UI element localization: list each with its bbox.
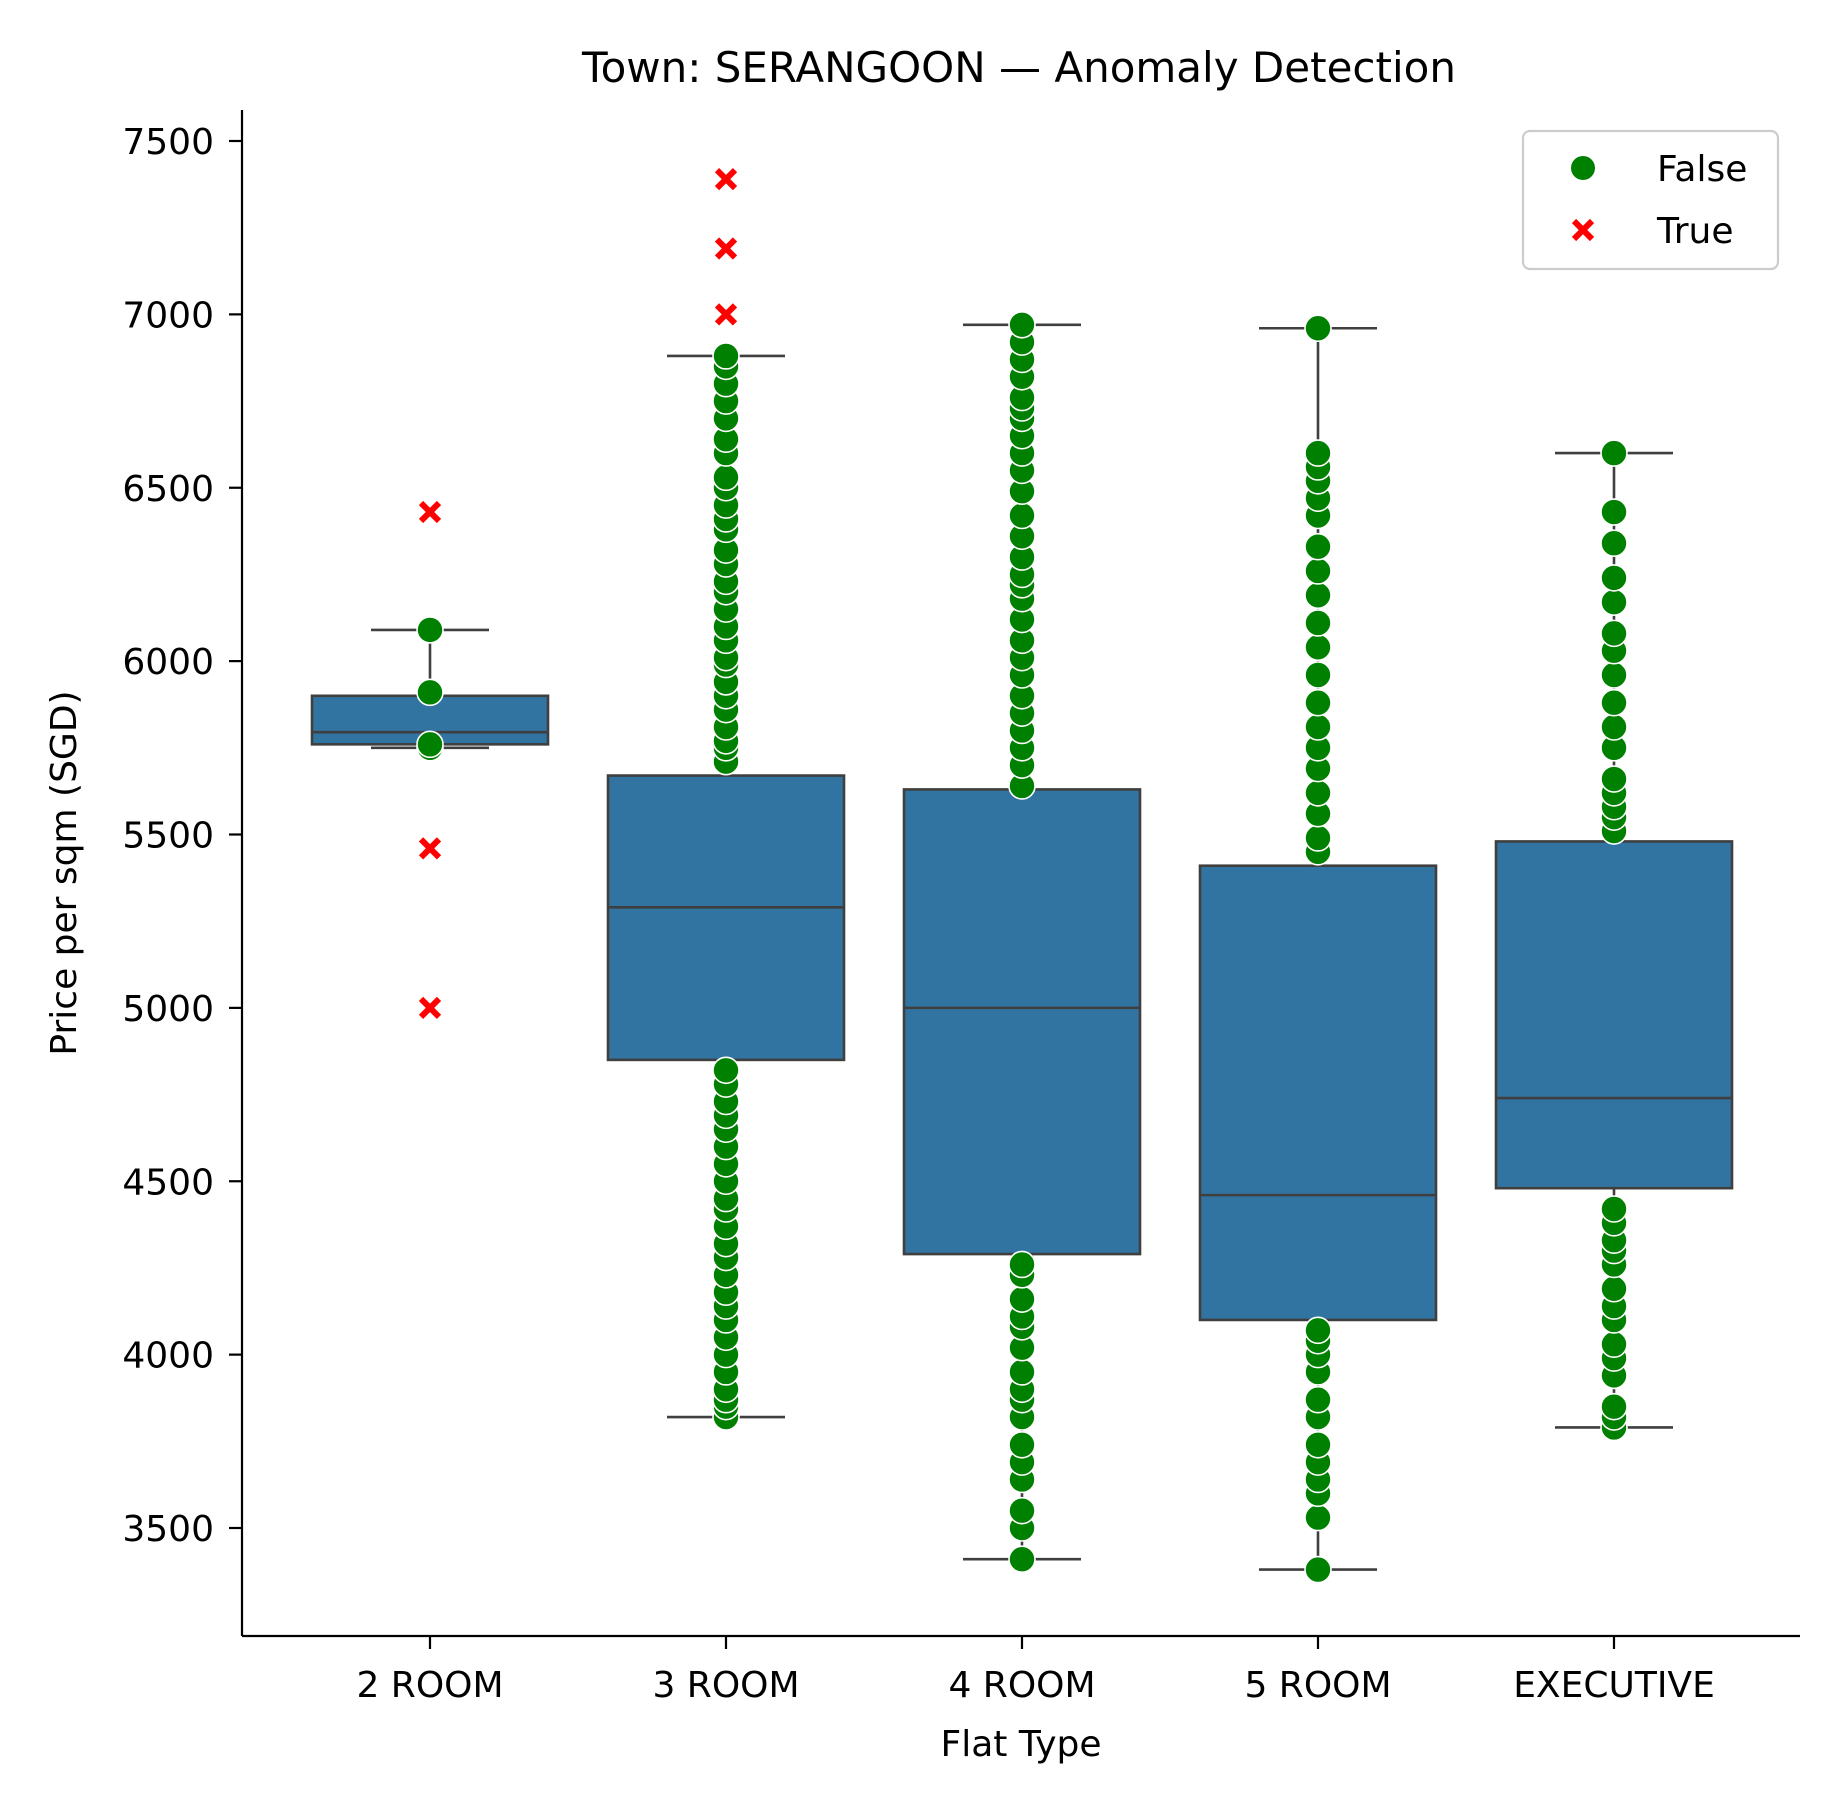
normal-point [1304,1385,1332,1414]
x-tick-label: 3 ROOM [652,1665,799,1706]
y-tick-label: 3500 [122,1509,214,1550]
y-tick-label: 5000 [122,989,214,1030]
legend-marker-true [1571,218,1595,242]
legend-marker-false [1571,156,1595,180]
box-5-room [1198,326,1438,1571]
normal-point [1304,688,1332,717]
y-tick-label: 4000 [122,1336,214,1377]
normal-point [416,616,444,644]
x-tick-label: 4 ROOM [948,1665,1095,1706]
normal-point [1008,1496,1036,1525]
normal-point [1600,713,1628,741]
normal-point [1008,1285,1036,1313]
y-tick-label: 7000 [122,295,214,336]
normal-point [1304,1555,1332,1584]
normal-point [1304,581,1332,610]
normal-point [1304,824,1332,852]
normal-point [1304,1503,1332,1532]
normal-point [416,730,444,759]
normal-point [1600,439,1628,467]
anomaly-point [418,996,442,1019]
chart-title: Town: SERANGOON — Anomaly Detection [581,43,1456,92]
normal-point [1304,1430,1332,1459]
normal-point [1304,661,1332,689]
normal-point [1600,688,1628,717]
normal-point [712,463,740,492]
y-axis-label: Price per sqm (SGD) [44,690,85,1055]
normal-point [1304,557,1332,585]
y-tick-label: 5500 [122,816,214,857]
legend: False True [1521,129,1780,271]
box-4-room [902,323,1142,1561]
normal-point [1600,1330,1628,1359]
legend-label-false: False [1657,149,1747,190]
anomaly-point [714,237,738,260]
y-tick-label: 4500 [122,1162,214,1203]
normal-point [1304,609,1332,637]
x-tick-label: 5 ROOM [1244,1665,1391,1706]
normal-point [712,342,740,370]
box-iqr [1198,864,1438,1322]
normal-point [1600,661,1628,689]
anomaly-point [418,500,442,524]
normal-point [1008,1430,1036,1459]
normal-point [712,1056,740,1085]
normal-point [1304,779,1332,807]
normal-point [1304,633,1332,662]
normal-point [1600,498,1628,526]
normal-point [1008,501,1036,530]
normal-point [1304,532,1332,561]
y-ticks: 3500 4000 4500 5000 5500 6000 6500 7000 7500 [122,122,242,1550]
box-iqr [606,774,846,1062]
normal-point [1600,619,1628,648]
anomaly-point [418,837,442,860]
box-iqr [1494,840,1734,1190]
x-ticks: 2 ROOM 3 ROOM 4 ROOM 5 ROOM EXECUTIVE [356,1636,1715,1706]
normal-point [416,678,444,707]
normal-point [1304,314,1332,343]
points-layer [416,168,1628,1584]
normal-point [1304,439,1332,467]
normal-point [1600,1274,1628,1303]
normal-point [1600,1195,1628,1223]
y-tick-label: 7500 [122,122,214,163]
anomaly-point [714,168,738,191]
y-tick-label: 6500 [122,469,214,510]
x-axis-label: Flat Type [940,1724,1101,1765]
x-tick-label: 2 ROOM [356,1665,503,1706]
normal-point [1008,1358,1036,1386]
normal-point [1304,1316,1332,1345]
y-tick-label: 6000 [122,642,214,683]
normal-point [1600,529,1628,558]
normal-point [1600,765,1628,793]
normal-point [1600,588,1628,616]
normal-point [1600,564,1628,592]
normal-point [1304,713,1332,741]
normal-point [1008,310,1036,339]
anomaly-point [714,303,738,326]
legend-label-true: True [1656,211,1733,252]
normal-point [1008,1250,1036,1279]
x-tick-label: EXECUTIVE [1513,1665,1715,1706]
box-iqr [902,788,1142,1256]
normal-point [1008,1545,1036,1574]
normal-point [1600,1392,1628,1421]
